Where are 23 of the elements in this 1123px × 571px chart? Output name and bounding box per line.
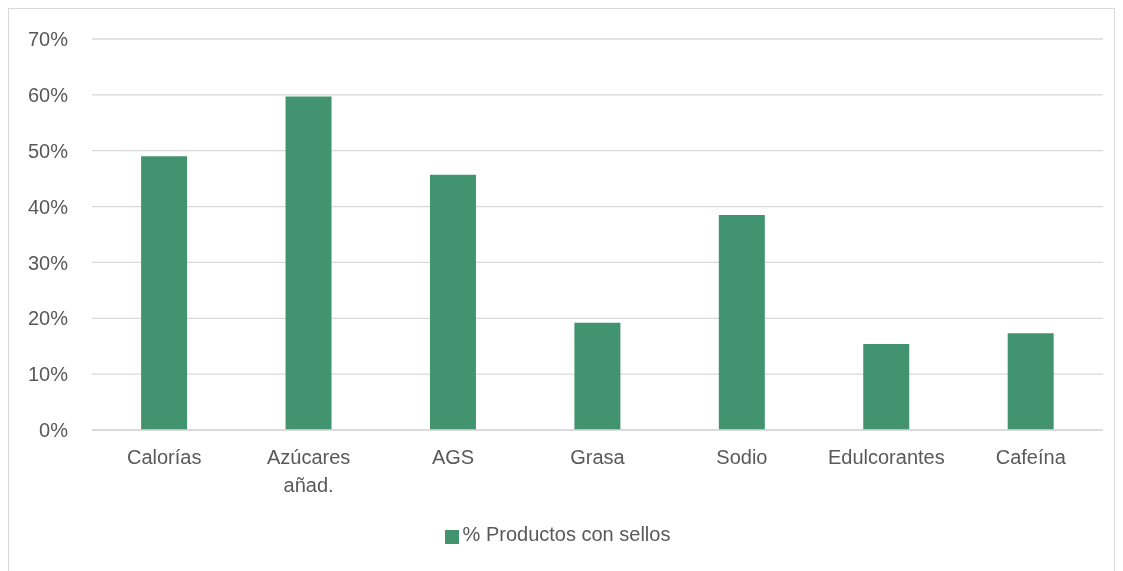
x-tick-label: Edulcorantes	[827, 446, 945, 468]
x-tick-label: AGS	[431, 446, 475, 468]
y-tick-label: 70%	[27, 28, 69, 51]
x-tick-label: Sodio	[716, 446, 768, 468]
y-tick-label: 60%	[27, 83, 69, 106]
x-tick-label: Calorías	[126, 446, 202, 468]
bar	[863, 343, 910, 430]
y-tick-label: 50%	[27, 139, 69, 162]
bar	[718, 214, 765, 430]
bar	[1007, 333, 1054, 430]
bar	[141, 156, 188, 430]
x-tick-label: Azúcares añad.	[266, 446, 351, 496]
bar	[429, 174, 476, 430]
y-tick-label: 40%	[27, 195, 69, 218]
bar	[285, 96, 332, 430]
x-tick-label: Cafeína	[995, 446, 1067, 468]
y-tick-label: 20%	[27, 307, 69, 330]
x-tick-label: Grasa	[570, 446, 626, 468]
y-tick-label: 0%	[39, 419, 69, 442]
y-tick-label: 10%	[27, 363, 69, 386]
legend-label: % Productos con sellos	[462, 523, 671, 545]
y-tick-label: 30%	[27, 251, 69, 274]
bar	[574, 322, 621, 430]
